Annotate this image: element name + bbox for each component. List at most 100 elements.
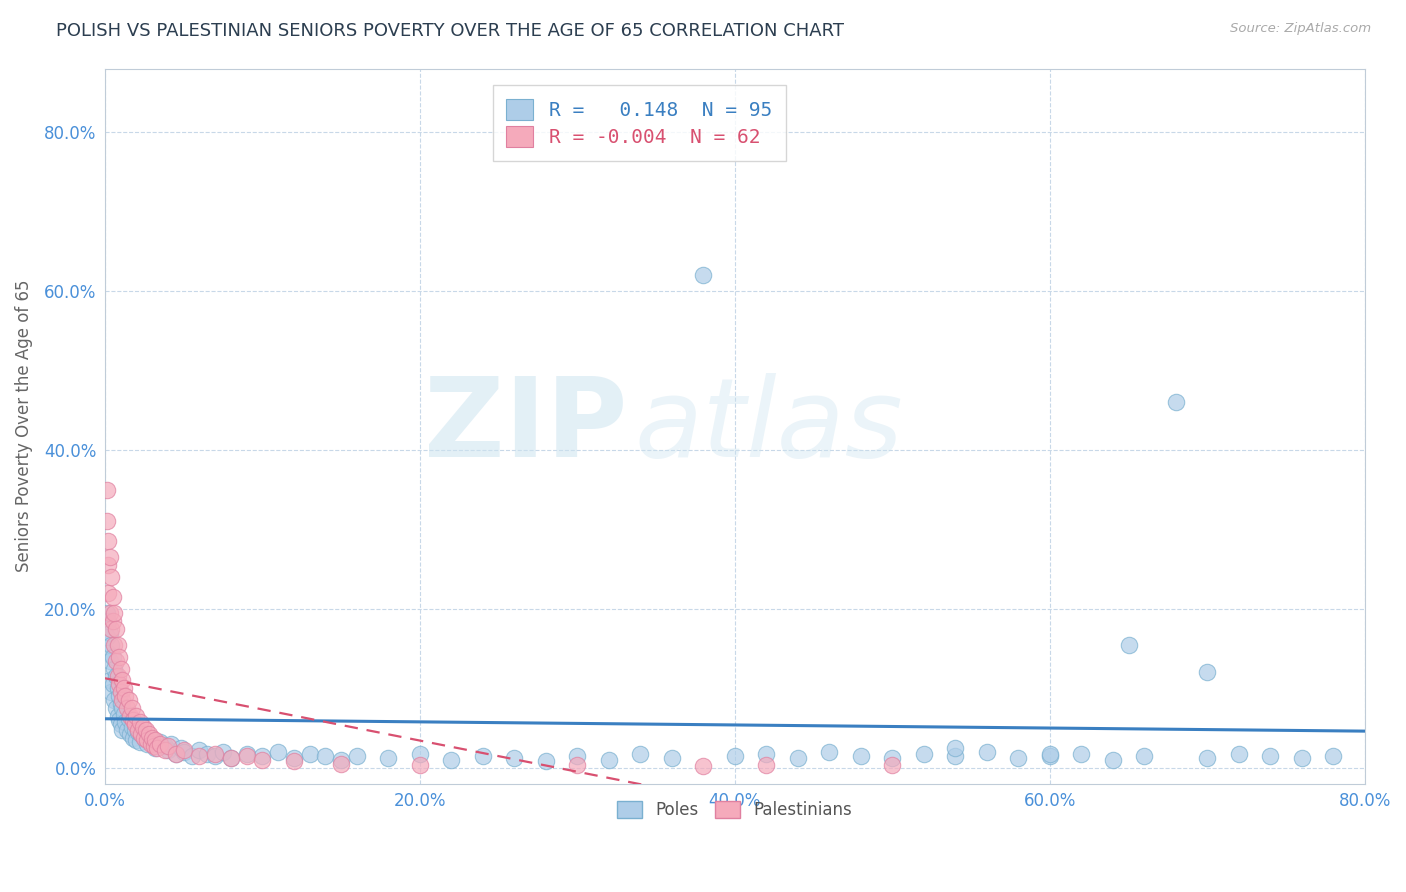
Point	[1197, 751, 1219, 765]
Point	[153, 739, 176, 753]
Point	[112, 681, 135, 696]
Point	[283, 755, 305, 769]
Point	[114, 690, 136, 704]
Point	[534, 755, 557, 769]
Point	[103, 606, 125, 620]
Point	[235, 748, 257, 763]
Point	[1133, 748, 1156, 763]
Point	[692, 268, 714, 282]
Point	[1101, 753, 1123, 767]
Point	[219, 751, 242, 765]
Point	[180, 748, 202, 763]
Point	[818, 745, 841, 759]
Point	[1039, 748, 1062, 763]
Point	[103, 638, 125, 652]
Point	[1164, 395, 1187, 409]
Text: ZIP: ZIP	[425, 373, 628, 480]
Point	[1227, 747, 1250, 761]
Point	[107, 709, 129, 723]
Point	[96, 606, 118, 620]
Point	[108, 690, 131, 704]
Point	[107, 681, 129, 696]
Point	[96, 630, 118, 644]
Point	[149, 735, 172, 749]
Point	[252, 753, 274, 767]
Point	[122, 713, 145, 727]
Point	[115, 701, 138, 715]
Point	[692, 759, 714, 773]
Point	[114, 714, 136, 729]
Point	[117, 712, 139, 726]
Point	[107, 638, 129, 652]
Point	[849, 748, 872, 763]
Point	[136, 737, 159, 751]
Point	[124, 723, 146, 737]
Point	[165, 747, 187, 761]
Point	[132, 719, 155, 733]
Point	[97, 586, 120, 600]
Point	[943, 741, 966, 756]
Point	[125, 733, 148, 747]
Point	[141, 733, 163, 747]
Point	[598, 753, 620, 767]
Point	[138, 727, 160, 741]
Point	[409, 757, 432, 772]
Point	[101, 677, 124, 691]
Point	[122, 731, 145, 745]
Point	[142, 739, 165, 753]
Point	[471, 748, 494, 763]
Point	[160, 737, 183, 751]
Point	[98, 625, 121, 640]
Point	[141, 731, 163, 745]
Point	[100, 570, 122, 584]
Point	[120, 727, 142, 741]
Point	[97, 646, 120, 660]
Point	[912, 747, 935, 761]
Point	[252, 748, 274, 763]
Point	[440, 753, 463, 767]
Point	[98, 550, 121, 565]
Point	[661, 751, 683, 765]
Point	[128, 735, 150, 749]
Point	[219, 751, 242, 765]
Point	[108, 713, 131, 727]
Point	[298, 747, 321, 761]
Point	[1322, 748, 1344, 763]
Point	[165, 747, 187, 761]
Point	[107, 669, 129, 683]
Point	[1007, 751, 1029, 765]
Point	[503, 751, 526, 765]
Point	[104, 669, 127, 683]
Point	[1291, 751, 1313, 765]
Point	[134, 731, 156, 745]
Point	[943, 748, 966, 763]
Point	[139, 737, 162, 751]
Point	[127, 723, 149, 737]
Point	[103, 661, 125, 675]
Point	[212, 745, 235, 759]
Point	[97, 558, 120, 573]
Point	[110, 717, 132, 731]
Point	[283, 751, 305, 765]
Point	[188, 743, 211, 757]
Point	[100, 622, 122, 636]
Point	[115, 723, 138, 737]
Point	[111, 693, 134, 707]
Point	[153, 743, 176, 757]
Point	[314, 748, 336, 763]
Point	[110, 685, 132, 699]
Text: atlas: atlas	[634, 373, 903, 480]
Point	[101, 590, 124, 604]
Point	[267, 745, 290, 759]
Point	[101, 649, 124, 664]
Point	[409, 747, 432, 761]
Point	[786, 751, 808, 765]
Point	[96, 483, 118, 497]
Point	[330, 753, 353, 767]
Point	[121, 701, 143, 715]
Point	[188, 748, 211, 763]
Legend: Poles, Palestinians: Poles, Palestinians	[610, 794, 859, 825]
Point	[111, 701, 134, 715]
Point	[104, 654, 127, 668]
Point	[112, 706, 135, 721]
